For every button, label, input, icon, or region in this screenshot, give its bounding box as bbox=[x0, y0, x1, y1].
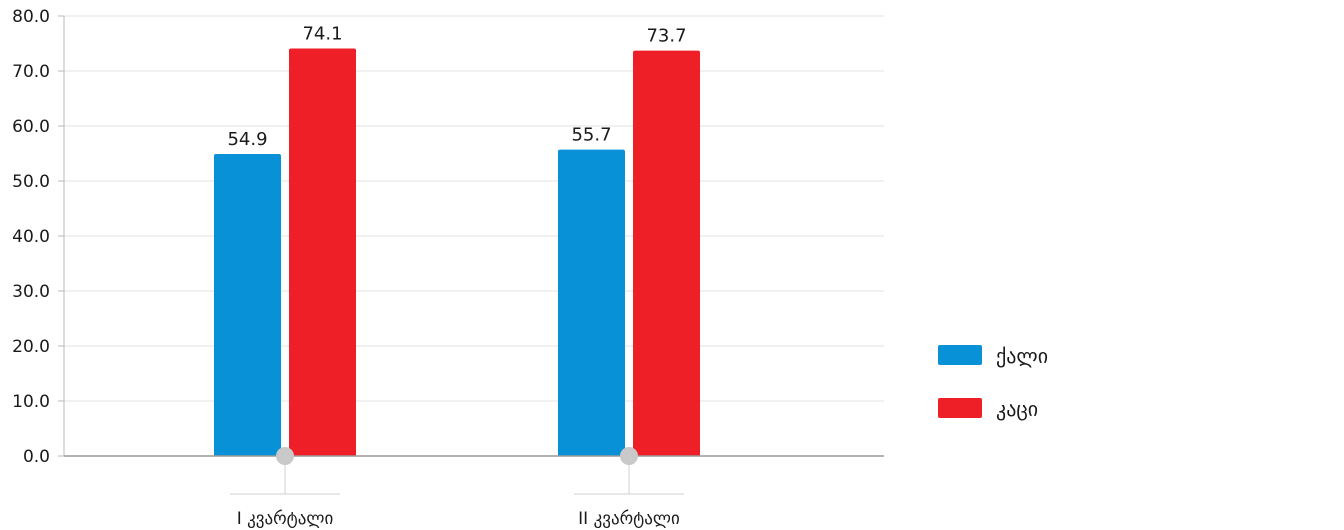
bar-women-2 bbox=[558, 149, 625, 456]
y-tick-label: 0.0 bbox=[23, 447, 50, 467]
legend-label: კაცი bbox=[996, 397, 1038, 421]
y-tick-label: 20.0 bbox=[12, 337, 50, 357]
data-label: 74.1 bbox=[302, 23, 342, 44]
y-tick-label: 80.0 bbox=[12, 7, 50, 27]
y-tick-label: 40.0 bbox=[12, 227, 50, 247]
y-tick-label: 50.0 bbox=[12, 172, 50, 192]
y-tick-label: 60.0 bbox=[12, 117, 50, 137]
y-tick-label: 10.0 bbox=[12, 392, 50, 412]
legend-label: ქალი bbox=[996, 344, 1048, 368]
bar-men-2 bbox=[633, 50, 700, 457]
legend-swatch bbox=[938, 345, 982, 365]
category-label: I კვარტალი bbox=[237, 509, 334, 529]
data-label: 55.7 bbox=[571, 125, 611, 146]
x-axis-categories: I კვარტალი II კვარტალი bbox=[230, 447, 684, 529]
data-label: 73.7 bbox=[646, 26, 686, 47]
legend: ქალი კაცი bbox=[938, 344, 1048, 421]
gridlines bbox=[64, 15, 884, 402]
category-marker bbox=[276, 447, 294, 465]
y-tick-label: 70.0 bbox=[12, 62, 50, 82]
legend-swatch bbox=[938, 398, 982, 418]
y-tick-label: 30.0 bbox=[12, 282, 50, 302]
category-marker bbox=[620, 447, 638, 465]
y-axis-ticks: 0.0 10.0 20.0 30.0 40.0 50.0 60.0 70.0 80.0 bbox=[12, 7, 64, 467]
bars: 54.9 74.1 55.7 73.7 bbox=[214, 23, 700, 457]
bar-women-1 bbox=[214, 154, 281, 457]
bar-men-1 bbox=[289, 48, 356, 456]
data-label: 54.9 bbox=[227, 129, 267, 150]
category-label: II კვარტალი bbox=[578, 509, 680, 529]
